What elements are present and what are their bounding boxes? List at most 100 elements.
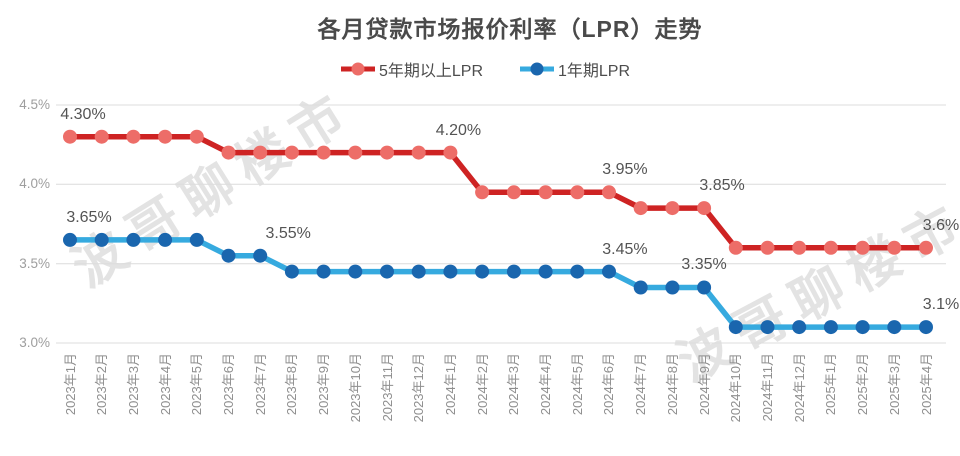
x-tick-label: 2024年9月 bbox=[696, 353, 712, 416]
x-tick-label: 2024年11月 bbox=[759, 353, 775, 422]
point-5y-lpr-10 bbox=[380, 145, 394, 160]
point-5y-lpr-12 bbox=[443, 145, 458, 160]
x-tick-label: 2023年8月 bbox=[284, 353, 300, 416]
point-5y-lpr-2 bbox=[126, 129, 141, 144]
legend-marker-icon bbox=[340, 62, 375, 76]
point-1y-lpr-26 bbox=[887, 320, 902, 335]
point-1y-lpr-16 bbox=[570, 264, 585, 279]
point-1y-lpr-15 bbox=[538, 264, 553, 279]
data-label: 3.85% bbox=[699, 177, 745, 195]
x-tick-label: 2023年1月 bbox=[62, 353, 78, 416]
x-tick-label: 2025年2月 bbox=[855, 353, 871, 416]
point-5y-lpr-21 bbox=[728, 240, 743, 255]
point-1y-lpr-12 bbox=[443, 264, 458, 279]
point-1y-lpr-19 bbox=[665, 280, 680, 295]
series-line-5y-lpr bbox=[70, 133, 926, 251]
point-5y-lpr-19 bbox=[665, 201, 680, 216]
point-1y-lpr-21 bbox=[728, 320, 743, 335]
point-1y-lpr-0 bbox=[63, 232, 77, 247]
point-1y-lpr-25 bbox=[855, 320, 870, 335]
data-label: 3.35% bbox=[681, 256, 727, 274]
x-tick-label: 2024年7月 bbox=[633, 353, 649, 416]
data-label: 3.6% bbox=[922, 216, 960, 234]
point-1y-lpr-4 bbox=[189, 232, 204, 247]
x-tick-label: 2025年1月 bbox=[823, 353, 839, 416]
point-5y-lpr-6 bbox=[253, 145, 268, 160]
x-tick-label: 2024年8月 bbox=[664, 353, 680, 416]
point-5y-lpr-18 bbox=[633, 201, 648, 216]
legend-label: 5年期以上LPR bbox=[378, 63, 483, 80]
x-tick-label: 2023年6月 bbox=[221, 353, 237, 416]
point-5y-lpr-0 bbox=[63, 129, 77, 144]
x-tick-label: 2023年10月 bbox=[347, 353, 363, 423]
point-1y-lpr-13 bbox=[475, 264, 490, 279]
point-1y-lpr-1 bbox=[94, 232, 109, 247]
point-5y-lpr-20 bbox=[697, 201, 712, 216]
y-tick-label: 4.0% bbox=[19, 176, 50, 192]
x-tick-label: 2024年2月 bbox=[474, 353, 490, 416]
legend-marker-icon bbox=[520, 62, 554, 76]
x-tick-label: 2024年10月 bbox=[728, 353, 744, 423]
point-5y-lpr-3 bbox=[158, 129, 173, 144]
data-label: 3.45% bbox=[602, 240, 648, 258]
y-tick-label: 4.5% bbox=[19, 97, 50, 112]
point-1y-lpr-10 bbox=[380, 264, 394, 279]
point-1y-lpr-6 bbox=[253, 248, 268, 263]
data-label: 4.30% bbox=[60, 105, 106, 123]
x-tick-label: 2023年5月 bbox=[189, 353, 205, 416]
x-tick-label: 2023年7月 bbox=[252, 353, 268, 416]
y-tick-label: 3.5% bbox=[19, 255, 50, 271]
point-5y-lpr-5 bbox=[221, 145, 236, 160]
x-tick-label: 2024年5月 bbox=[569, 353, 585, 416]
point-1y-lpr-27 bbox=[919, 320, 933, 335]
point-5y-lpr-15 bbox=[538, 185, 553, 200]
point-5y-lpr-4 bbox=[189, 129, 204, 144]
point-5y-lpr-26 bbox=[887, 240, 902, 255]
x-tick-label: 2023年3月 bbox=[125, 353, 141, 416]
point-5y-lpr-13 bbox=[475, 185, 490, 200]
point-1y-lpr-9 bbox=[348, 264, 363, 279]
point-1y-lpr-7 bbox=[284, 264, 299, 279]
point-5y-lpr-14 bbox=[506, 185, 521, 200]
chart-title: 各月贷款市场报价利率（LPR）走势 bbox=[317, 16, 703, 42]
point-5y-lpr-25 bbox=[855, 240, 870, 255]
x-tick-label: 2023年12月 bbox=[411, 353, 427, 423]
data-label: 3.95% bbox=[602, 161, 648, 179]
x-tick-label: 2024年6月 bbox=[601, 353, 617, 416]
legend-label: 1年期LPR bbox=[558, 63, 631, 80]
point-5y-lpr-27 bbox=[919, 240, 933, 255]
x-tick-label: 2024年4月 bbox=[538, 353, 554, 416]
legend-item-5y-lpr: 5年期以上LPR bbox=[340, 57, 483, 81]
point-5y-lpr-9 bbox=[348, 145, 363, 160]
x-tick-label: 2025年3月 bbox=[886, 353, 902, 416]
x-tick-label: 2023年2月 bbox=[94, 353, 110, 416]
point-5y-lpr-22 bbox=[760, 240, 775, 255]
x-tick-label: 2025年4月 bbox=[918, 353, 934, 416]
y-tick-label: 3.0% bbox=[19, 335, 50, 350]
point-1y-lpr-3 bbox=[158, 232, 173, 247]
point-1y-lpr-5 bbox=[221, 248, 236, 263]
legend: 5年期以上LPR 1年期LPR bbox=[0, 57, 960, 81]
point-5y-lpr-16 bbox=[570, 185, 585, 200]
point-5y-lpr-1 bbox=[94, 129, 109, 144]
x-tick-label: 2024年3月 bbox=[506, 353, 522, 416]
x-tick-label: 2024年1月 bbox=[442, 353, 458, 416]
data-label: 3.55% bbox=[265, 224, 311, 242]
data-label: 3.65% bbox=[66, 208, 112, 226]
point-1y-lpr-11 bbox=[411, 264, 426, 279]
x-tick-label: 2023年9月 bbox=[316, 353, 332, 416]
point-1y-lpr-2 bbox=[126, 232, 141, 247]
point-1y-lpr-20 bbox=[697, 280, 712, 295]
point-5y-lpr-23 bbox=[792, 240, 807, 255]
point-5y-lpr-17 bbox=[602, 185, 616, 200]
data-label: 4.20% bbox=[435, 121, 482, 139]
point-1y-lpr-14 bbox=[506, 264, 521, 279]
point-1y-lpr-22 bbox=[760, 320, 775, 335]
point-1y-lpr-23 bbox=[792, 320, 807, 335]
series-line-1y-lpr bbox=[70, 237, 926, 330]
legend-item-1y-lpr: 1年期LPR bbox=[519, 57, 630, 81]
x-tick-label: 2023年11月 bbox=[379, 353, 395, 422]
point-5y-lpr-7 bbox=[284, 145, 299, 160]
